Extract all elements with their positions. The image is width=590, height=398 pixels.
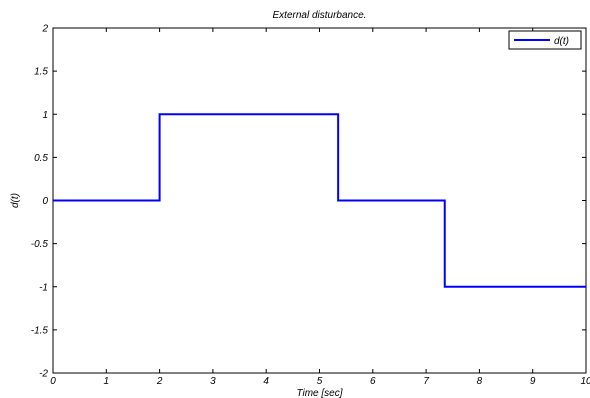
- x-tick-label: 10: [580, 376, 590, 387]
- y-tick-label: 0: [42, 196, 48, 207]
- y-tick-label: 1: [42, 110, 48, 121]
- legend: d(t): [509, 31, 581, 49]
- x-axis-label: Time [sec]: [296, 388, 342, 398]
- x-tick-label: 6: [370, 376, 376, 387]
- legend-label: d(t): [554, 36, 569, 47]
- x-tick-label: 8: [477, 376, 483, 387]
- x-tick-label: 1: [104, 376, 110, 387]
- x-tick-label: 0: [50, 376, 56, 387]
- y-axis-label: d(t): [10, 193, 21, 208]
- y-tick-label: 2: [41, 24, 48, 35]
- y-tick-label: 0.5: [34, 153, 48, 164]
- x-tick-label: 2: [156, 376, 163, 387]
- y-tick-label: -1: [39, 282, 48, 293]
- y-tick-label: 1.5: [34, 67, 48, 78]
- x-tick-label: 7: [423, 376, 429, 387]
- y-tick-label: -0.5: [31, 239, 49, 250]
- chart-title: External disturbance.: [273, 10, 367, 21]
- x-tick-label: 5: [317, 376, 323, 387]
- y-tick-label: -2: [39, 369, 48, 380]
- x-tick-label: 3: [210, 376, 216, 387]
- y-tick-label: -1.5: [31, 325, 49, 336]
- x-tick-label: 4: [263, 376, 269, 387]
- x-tick-label: 9: [530, 376, 536, 387]
